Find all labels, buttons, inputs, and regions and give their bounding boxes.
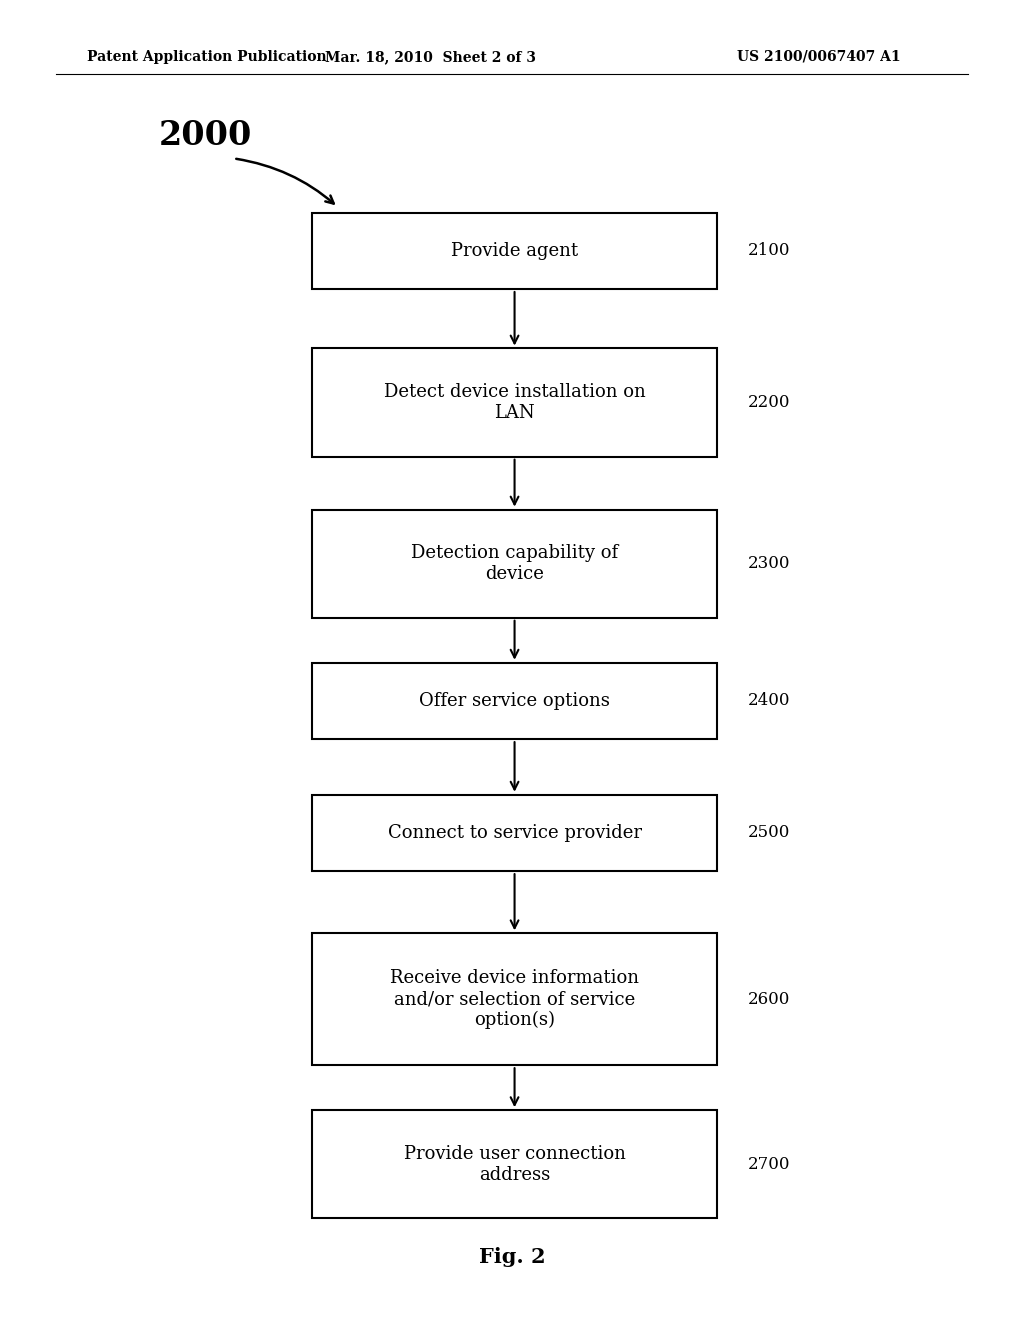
Text: Patent Application Publication: Patent Application Publication (87, 50, 327, 63)
Text: Offer service options: Offer service options (419, 692, 610, 710)
Text: US 2100/0067407 A1: US 2100/0067407 A1 (737, 50, 901, 63)
FancyBboxPatch shape (312, 795, 717, 871)
Text: 2700: 2700 (748, 1156, 791, 1172)
FancyBboxPatch shape (312, 510, 717, 618)
FancyBboxPatch shape (312, 348, 717, 457)
Text: 2200: 2200 (748, 395, 791, 411)
Text: Receive device information
and/or selection of service
option(s): Receive device information and/or select… (390, 969, 639, 1030)
Text: Provide agent: Provide agent (451, 242, 579, 260)
Text: Detection capability of
device: Detection capability of device (411, 544, 618, 583)
FancyBboxPatch shape (312, 663, 717, 739)
Text: 2600: 2600 (748, 991, 790, 1007)
Text: Connect to service provider: Connect to service provider (387, 824, 642, 842)
Text: Fig. 2: Fig. 2 (478, 1246, 546, 1267)
Text: Mar. 18, 2010  Sheet 2 of 3: Mar. 18, 2010 Sheet 2 of 3 (325, 50, 536, 63)
Text: Provide user connection
address: Provide user connection address (403, 1144, 626, 1184)
Text: 2400: 2400 (748, 693, 791, 709)
FancyBboxPatch shape (312, 213, 717, 289)
Text: 2300: 2300 (748, 556, 791, 572)
FancyBboxPatch shape (312, 933, 717, 1065)
Text: 2500: 2500 (748, 825, 790, 841)
FancyBboxPatch shape (312, 1110, 717, 1218)
Text: 2100: 2100 (748, 243, 791, 259)
Text: 2000: 2000 (159, 120, 252, 153)
Text: Detect device installation on
LAN: Detect device installation on LAN (384, 383, 645, 422)
